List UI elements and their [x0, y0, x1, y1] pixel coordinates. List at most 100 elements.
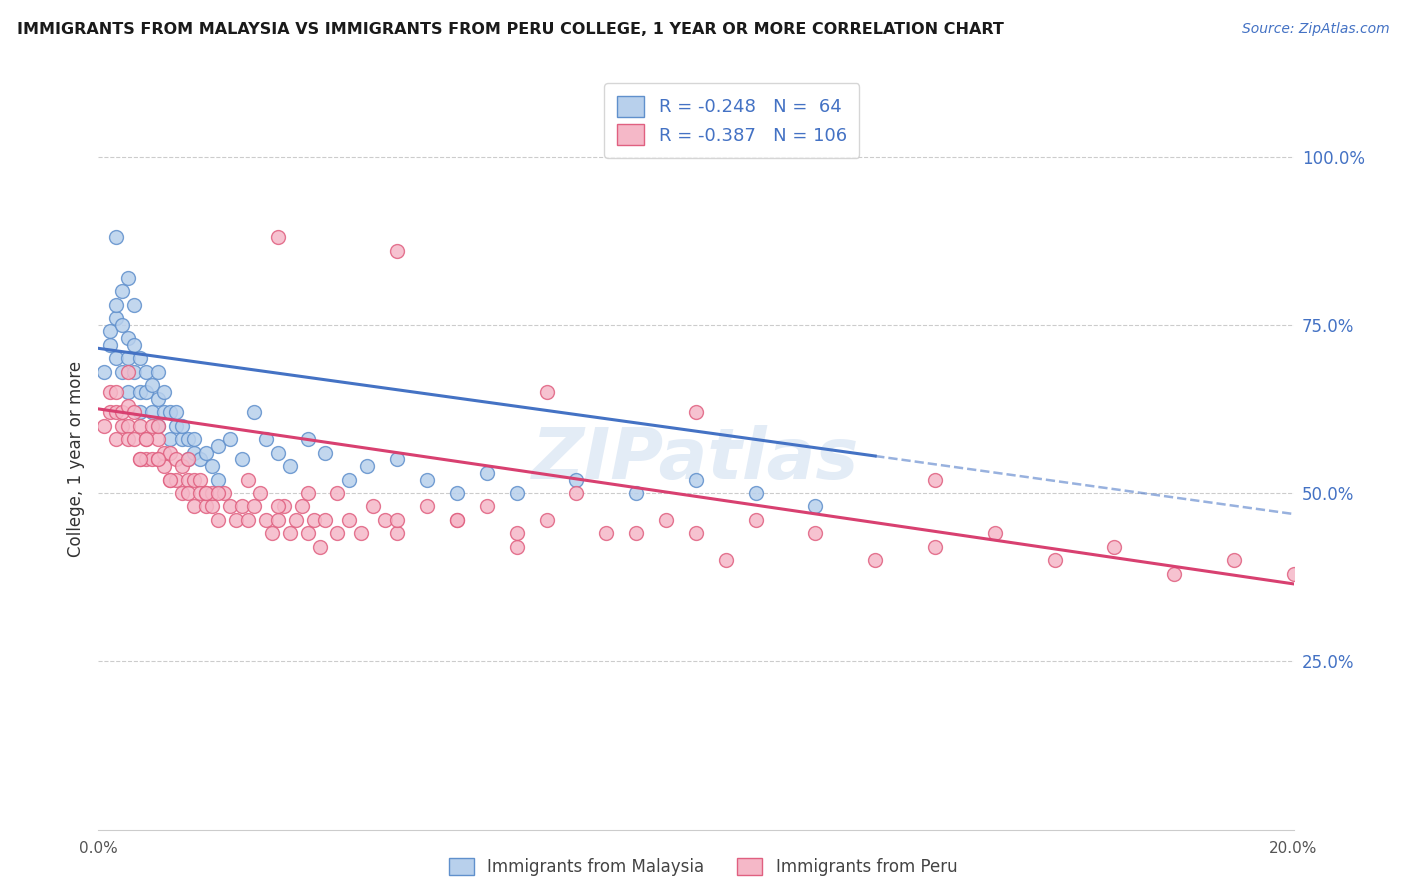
Point [183, 445, 205, 459]
Point [188, 452, 211, 467]
Point [685, 473, 707, 487]
Point [183, 500, 205, 514]
Point [98, 338, 122, 352]
Point [339, 473, 361, 487]
Y-axis label: College, 1 year or more: College, 1 year or more [66, 361, 84, 558]
Point [124, 365, 146, 379]
Point [105, 311, 128, 326]
Point [153, 459, 176, 474]
Text: IMMIGRANTS FROM MALAYSIA VS IMMIGRANTS FROM PERU COLLEGE, 1 YEAR OR MORE CORRELA: IMMIGRANTS FROM MALAYSIA VS IMMIGRANTS F… [17, 22, 1004, 37]
Point [302, 513, 325, 527]
Point [148, 452, 170, 467]
Point [536, 513, 558, 527]
Point [183, 432, 205, 446]
Point [595, 526, 617, 541]
Point [267, 230, 290, 244]
Point [105, 297, 128, 311]
Point [446, 486, 468, 500]
Point [249, 486, 271, 500]
Point [177, 486, 200, 500]
Point [297, 486, 319, 500]
Point [416, 500, 439, 514]
Point [385, 513, 409, 527]
Point [117, 385, 139, 400]
Point [148, 392, 170, 406]
Point [124, 432, 146, 446]
Point [260, 526, 283, 541]
Point [984, 526, 1007, 541]
Point [804, 500, 827, 514]
Point [135, 452, 157, 467]
Point [111, 284, 134, 298]
Point [93, 365, 115, 379]
Point [219, 500, 242, 514]
Point [924, 473, 946, 487]
Point [297, 526, 319, 541]
Point [201, 486, 224, 500]
Point [626, 486, 648, 500]
Point [231, 500, 253, 514]
Point [385, 244, 409, 258]
Point [195, 486, 218, 500]
Point [1163, 566, 1185, 581]
Point [153, 385, 176, 400]
Point [117, 351, 139, 366]
Point [141, 378, 163, 392]
Point [385, 526, 409, 541]
Point [207, 513, 229, 527]
Point [105, 230, 128, 244]
Point [117, 399, 139, 413]
Point [124, 297, 146, 311]
Point [141, 418, 163, 433]
Point [172, 418, 194, 433]
Point [111, 318, 134, 332]
Point [172, 459, 194, 474]
Point [536, 385, 558, 400]
Point [1043, 553, 1066, 567]
Point [243, 405, 266, 419]
Point [865, 553, 887, 567]
Legend: Immigrants from Malaysia, Immigrants from Peru: Immigrants from Malaysia, Immigrants fro… [441, 851, 965, 882]
Point [308, 540, 330, 554]
Point [745, 513, 768, 527]
Point [326, 486, 349, 500]
Point [105, 385, 128, 400]
Point [475, 466, 498, 480]
Point [165, 405, 187, 419]
Point [254, 432, 277, 446]
Point [177, 452, 200, 467]
Point [159, 473, 181, 487]
Point [105, 432, 128, 446]
Point [129, 452, 152, 467]
Point [93, 418, 115, 433]
Point [188, 486, 211, 500]
Point [105, 405, 128, 419]
Point [446, 513, 468, 527]
Point [231, 452, 253, 467]
Point [267, 500, 290, 514]
Legend: R = -0.248   N =  64, R = -0.387   N = 106: R = -0.248 N = 64, R = -0.387 N = 106 [605, 84, 859, 158]
Point [159, 473, 181, 487]
Point [506, 540, 529, 554]
Point [129, 405, 152, 419]
Point [714, 553, 737, 567]
Text: Source: ZipAtlas.com: Source: ZipAtlas.com [1241, 22, 1389, 37]
Point [201, 459, 224, 474]
Point [506, 526, 529, 541]
Point [141, 405, 163, 419]
Point [129, 385, 152, 400]
Point [165, 418, 187, 433]
Point [374, 513, 396, 527]
Point [177, 473, 200, 487]
Point [172, 486, 194, 500]
Point [685, 526, 707, 541]
Point [159, 445, 181, 459]
Point [148, 432, 170, 446]
Point [159, 405, 181, 419]
Point [385, 452, 409, 467]
Point [188, 473, 211, 487]
Point [105, 351, 128, 366]
Point [129, 418, 152, 433]
Point [148, 418, 170, 433]
Point [195, 486, 218, 500]
